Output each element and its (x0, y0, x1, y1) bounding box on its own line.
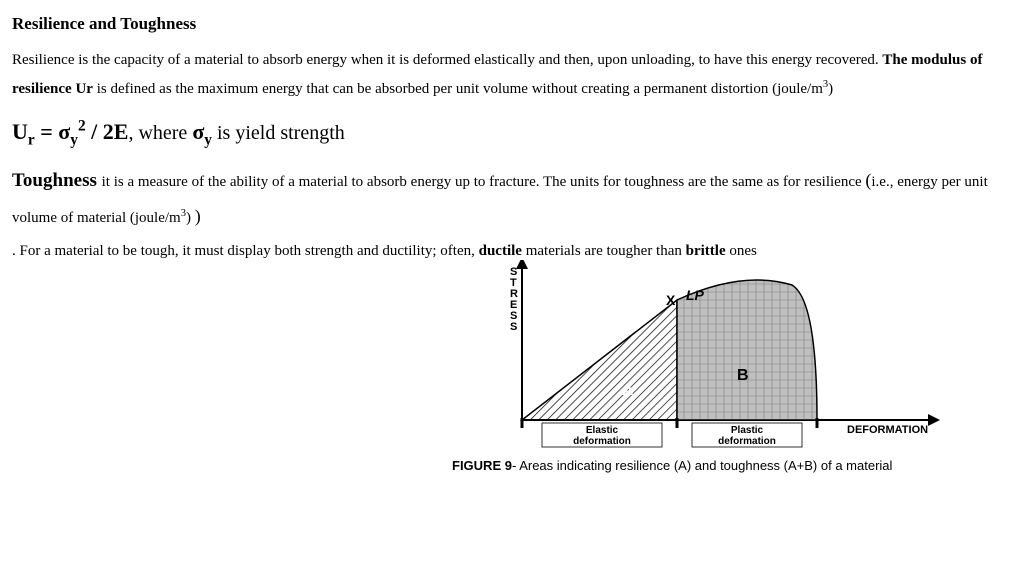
formula-ur: Ur = σy2 / 2E (12, 119, 128, 144)
stress-deformation-chart: X LP A B STRESS Elastic deformation Plas… (452, 260, 972, 450)
text: it is a measure of the ability of a mate… (102, 174, 866, 190)
y-axis-label: STRESS (510, 266, 518, 333)
paragraph-resilience: Resilience is the capacity of a material… (12, 46, 1012, 103)
text: ) (186, 210, 195, 226)
plastic-def: deformation (718, 436, 776, 447)
figure-caption: FIGURE 9- Areas indicating resilience (A… (452, 454, 1012, 479)
lp-label: LP (686, 287, 705, 303)
text: Resilience is the capacity of a material… (12, 52, 882, 68)
text: ones (726, 243, 757, 259)
formula-tail: is yield strength (212, 122, 345, 144)
close-paren: ) (195, 206, 201, 226)
elastic-def: deformation (573, 436, 631, 447)
region-a (522, 300, 677, 420)
label-a: A (622, 382, 634, 399)
toughness-label: Toughness (12, 170, 102, 191)
ductile-bold: ductile (479, 243, 522, 259)
plastic-label: Plastic (731, 425, 764, 436)
formula-sigma-y: σy (192, 119, 212, 144)
caption-number: 9 (505, 458, 512, 473)
text: materials are tougher than (522, 243, 686, 259)
text: is defined as the maximum energy that ca… (93, 81, 823, 97)
text: ) (828, 81, 833, 97)
brittle-bold: brittle (686, 243, 726, 259)
caption-figure: FIGURE (452, 458, 505, 473)
x-axis-label: DEFORMATION (847, 424, 928, 436)
caption-text: - Areas indicating resilience (A) and to… (512, 458, 892, 473)
formula-row: Ur = σy2 / 2E, where σy is yield strengt… (12, 111, 1012, 155)
elastic-label: Elastic (586, 425, 619, 436)
x-mark: X (666, 292, 676, 308)
label-b: B (737, 367, 749, 384)
paragraph-toughness: Toughness it is a measure of the ability… (12, 163, 1012, 233)
text: . For a material to be tough, it must di… (12, 243, 479, 259)
formula-where: , where (128, 122, 192, 144)
page-title: Resilience and Toughness (12, 8, 1012, 40)
figure-wrap: X LP A B STRESS Elastic deformation Plas… (452, 260, 1012, 479)
